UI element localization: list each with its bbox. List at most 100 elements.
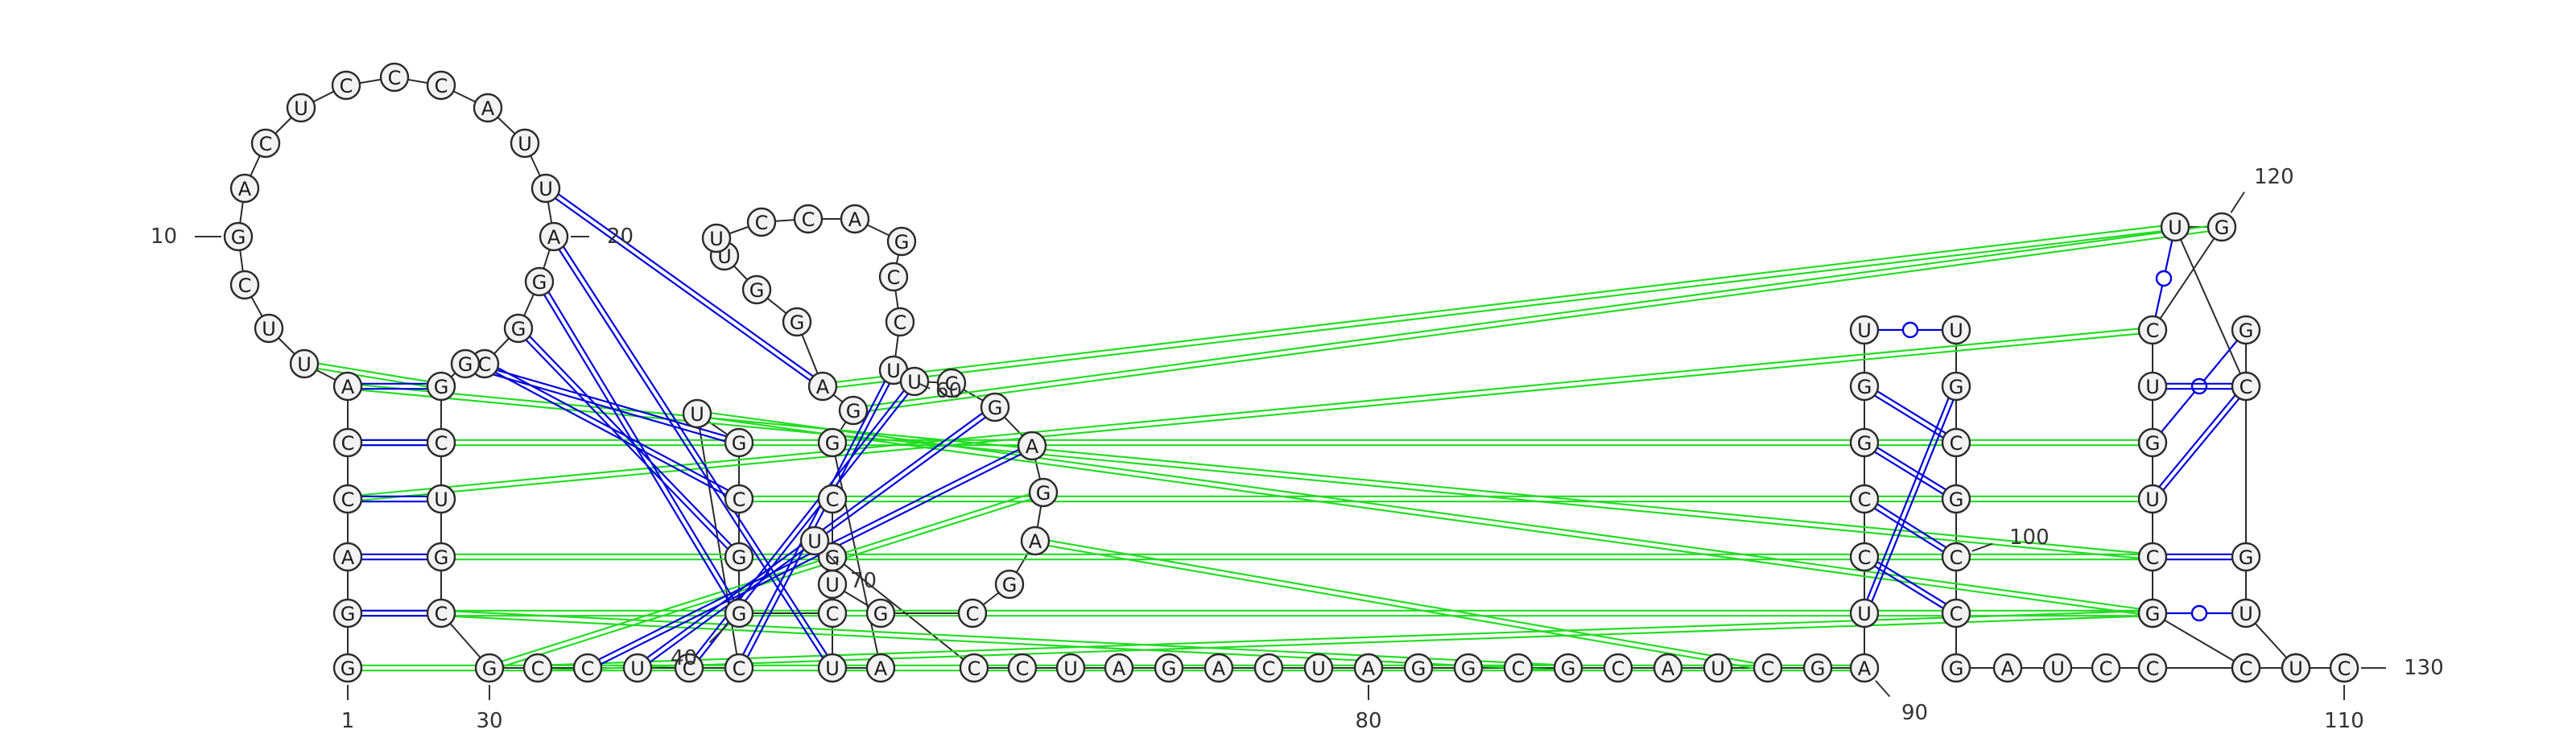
canonical-pair-line [1862,558,1955,616]
position-label-100: 100 [2009,525,2050,550]
nucleotide-49: G [782,307,812,337]
nucleotide-letter: G [1949,488,1964,511]
nucleotide-73: U [1055,653,1086,683]
nucleotide-circle [682,398,712,429]
nucleotide-circle [254,313,284,344]
nucleotide-circle [1941,542,1971,572]
nucleotide-circle [1653,653,1683,683]
nucleotide-circle [817,484,848,514]
gu-pair-marker [2155,270,2173,287]
nucleotide-circle [899,366,930,397]
nucleotide-letter: C [887,266,901,289]
pseudoknot-pair-line [347,326,2153,497]
nucleotide-117: G [2137,427,2168,458]
nucleotide-118: U [2137,371,2168,402]
nucleotide-17: A [473,93,503,123]
nucleotide-92: C [1849,542,1880,572]
nucleotide-letter: U [807,530,822,553]
nucleotide-letter: A [1858,657,1872,680]
nucleotide-letter: U [825,657,840,680]
nucleotide-circle [2231,653,2261,683]
nucleotide-circle [807,371,838,402]
canonical-pair-line [1861,385,1955,613]
nucleotide-22: G [503,313,534,344]
nucleotide-letter: U [630,657,645,680]
nucleotide-letter: A [238,178,252,200]
nucleotide-letter: U [262,318,276,340]
nucleotide-circle [724,598,754,629]
canonical-pair-line [1865,554,1959,612]
nucleotide-35: C [724,653,754,683]
nucleotide-1: G [332,653,363,683]
nucleotide-letter: C [1950,432,1963,455]
nucleotide-129: U [2281,653,2311,683]
backbone-link [2152,612,2247,669]
nucleotide-letter: C [2240,657,2253,680]
nucleotide-circle [2281,653,2311,683]
nucleotide-letter: G [341,603,356,625]
nucleotide-circle [2137,653,2168,683]
nucleotide-circle [1802,653,1833,683]
nucleotide-circle [1941,427,1971,458]
nucleotide-letter: C [2146,546,2160,569]
nucleotide-44: U [817,653,848,683]
nucleotide-letter: C [531,657,545,680]
nucleotide-letter: G [1949,376,1964,398]
pseudoknot-pair-line [697,410,2153,612]
nucleotide-letter: C [733,657,746,680]
canonical-pair-line [1865,439,1959,498]
nucleotide-circle [1303,653,1334,683]
canonical-pair-line [543,189,822,389]
nucleotide-letter: A [1662,657,1675,680]
canonical-pair-line [1865,386,1959,615]
nucleotide-letter: G [434,376,449,398]
nucleotide-circle [2137,315,2168,345]
position-label-130: 130 [2404,656,2444,680]
nucleotide-circle [2207,212,2237,242]
nucleotide-97: U [1941,315,1971,345]
nucleotide-letter: A [1026,435,1039,458]
nucleotide-102: G [1941,371,1971,402]
nucleotide-circle [817,598,848,629]
nucleotide-circle [1403,653,1434,683]
nucleotide-letter: C [945,373,959,395]
nucleotide-letter: A [1212,657,1226,680]
nucleotide-36: U [682,398,712,429]
nucleotide-letter: C [478,353,492,376]
nucleotide-84: G [1553,653,1583,683]
nucleotide-41: C [817,598,848,629]
nucleotide-circle [1353,653,1384,683]
nucleotide-letter: C [683,657,696,680]
nucleotide-circle [286,93,316,123]
nucleotide-circle [473,93,503,123]
position-label-60: 60 [935,379,962,403]
nucleotide-32: C [572,653,603,683]
nucleotide-letter: U [297,353,312,376]
nucleotide-50: G [741,274,772,305]
nucleotide-letter: U [1711,657,1725,680]
nucleotide-letter: U [907,371,922,394]
canonical-pair-line [586,443,1032,667]
nucleotide-letter: C [1950,546,1963,569]
nucleotide-95: G [1849,371,1880,402]
nucleotide-letter: G [532,271,547,294]
nucleotide-87: U [1703,653,1733,683]
nucleotide-61: C [936,368,967,398]
nucleotide-106: C [2091,653,2121,683]
nucleotide-circle [2160,212,2190,242]
nucleotide-7: U [289,348,320,379]
nucleotide-letter: U [2050,657,2065,680]
nucleotide-letter: C [435,75,448,97]
nucleotide-63: A [1017,431,1047,461]
nucleotide-71: C [959,653,989,683]
nucleotide-93: C [1849,484,1880,514]
nucleotide-circle [2329,653,2359,683]
nucleotide-circle [2137,542,2168,572]
nucleotide-circle [2137,427,2168,458]
nucleotide-circle [450,348,481,379]
nucleotide-letter: U [709,228,724,250]
position-label-120: 120 [2254,165,2294,189]
nucleotide-circle [741,274,772,305]
nucleotide-circle [1020,525,1051,556]
nucleotide-circle [426,542,456,572]
